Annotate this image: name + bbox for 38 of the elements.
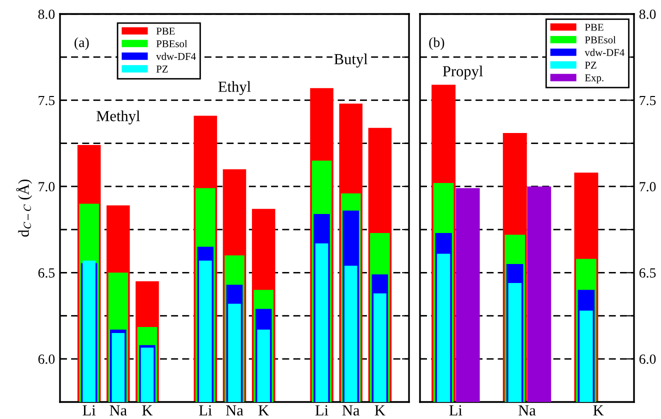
legend-label: vdw-DF4 (156, 52, 196, 60)
annotation: (b) (429, 37, 444, 50)
x-tick-label: Na (226, 405, 244, 416)
x-tick-label: Li (449, 405, 462, 416)
annotation: Ethyl (218, 81, 251, 96)
annotation: Butyl (334, 54, 368, 68)
y-axis-title: d$_{C−C}$ (Å) (16, 180, 32, 237)
y-tick-label: 7.5 (38, 96, 55, 106)
legend-label: PBEsol (584, 36, 616, 44)
y-tick-label: 8.0 (639, 10, 656, 20)
legend-label: PBE (156, 28, 175, 35)
legend-label: PZ (584, 62, 596, 69)
x-tick-label: K (374, 405, 386, 416)
legend-label: PBEsol (156, 40, 188, 48)
x-tick-label: Na (110, 405, 127, 416)
annotation: (a) (74, 37, 89, 50)
y-tick-label: 6.0 (38, 354, 55, 364)
x-tick-label: Li (199, 405, 212, 416)
x-tick-label: K (593, 405, 604, 416)
x-tick-label: Li (315, 405, 328, 416)
y-tick-label: 6.5 (38, 268, 55, 278)
x-tick-label: Na (518, 405, 536, 416)
y-tick-label: 6.5 (639, 268, 656, 278)
y-tick-label: 7.5 (640, 96, 656, 106)
x-tick-label: Na (342, 405, 360, 416)
y-tick-label: 7.0 (640, 182, 656, 192)
y-tick-label: 6.0 (639, 354, 656, 364)
legend-label: Exp. (584, 74, 604, 84)
legend-label: vdw-DF4 (584, 48, 624, 56)
annotation: Methyl (96, 110, 140, 124)
legend-label: PBE (584, 24, 604, 31)
x-tick-label: Li (82, 405, 96, 416)
y-tick-label: 7.0 (38, 182, 55, 192)
x-tick-label: K (142, 405, 153, 416)
x-tick-label: K (258, 405, 269, 416)
y-tick-label: 8.0 (38, 10, 55, 20)
annotation: Propyl (442, 66, 483, 80)
legend-label: PZ (156, 66, 168, 72)
